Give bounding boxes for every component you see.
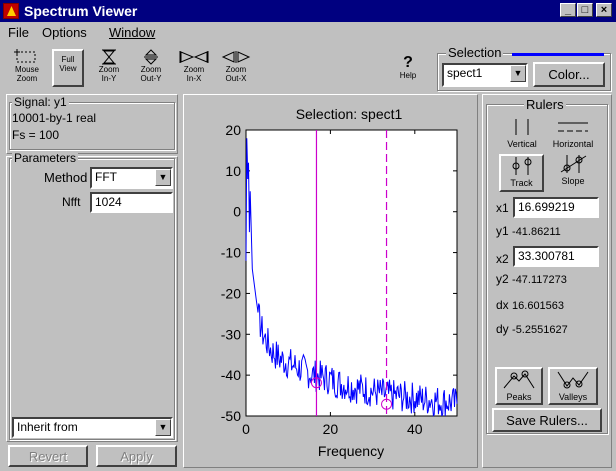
y-tick-label: 10 (225, 163, 241, 179)
x-axis: 0 20 40 (242, 130, 423, 437)
selection-dropdown[interactable]: spect1 ▼ (442, 63, 528, 87)
dy-value: -5.2551627 (512, 324, 568, 336)
chevron-down-icon[interactable]: ▼ (155, 169, 171, 186)
y-tick-label: -50 (221, 408, 241, 424)
zoom-in-x-button[interactable]: Zoom In-X (176, 47, 212, 89)
y1-label: y1 -41.86211 (496, 224, 561, 238)
vertical-rulers-icon (515, 119, 529, 135)
signal-group (9, 102, 175, 150)
method-label: Method (44, 170, 88, 185)
signal-sample-rate: Fs = 100 (12, 128, 60, 142)
zoom-in-x-icon (176, 49, 212, 65)
method-dropdown[interactable]: FFT ▼ (90, 167, 173, 189)
y-tick-label: 0 (233, 204, 241, 220)
mouse-zoom-icon (8, 49, 46, 65)
chevron-down-icon[interactable]: ▼ (510, 65, 526, 82)
ruler-lines (310, 130, 393, 416)
menu-file[interactable]: File (8, 25, 29, 40)
y-tick-label: -40 (221, 367, 241, 383)
zoom-in-y-icon (92, 49, 126, 65)
nfft-input[interactable]: 1024 (90, 192, 173, 213)
dx-label: dx 16.601563 (496, 298, 565, 312)
minimize-button[interactable]: _ (560, 3, 576, 17)
peaks-icon (503, 370, 535, 389)
title-bar: Spectrum Viewer _ □ × (0, 0, 616, 22)
selection-group-label: Selection (446, 45, 504, 60)
help-icon: ? (403, 54, 413, 71)
x-axis-label: Frequency (318, 443, 384, 459)
dx-value: 16.601563 (512, 300, 565, 312)
menu-window[interactable]: Window (109, 25, 156, 40)
parameters-group (9, 158, 175, 440)
zoom-out-y-icon (133, 49, 169, 65)
x-tick-label: 40 (407, 421, 423, 437)
mouse-zoom-button[interactable]: Mouse Zoom (8, 47, 46, 89)
rulers-group-label: Rulers (524, 97, 566, 112)
app-icon (3, 3, 19, 19)
help-button[interactable]: ? Help (393, 47, 423, 89)
horizontal-rulers-icon (558, 122, 588, 132)
inherit-dropdown[interactable]: Inherit from ▼ (12, 417, 173, 438)
close-button[interactable]: × (596, 3, 612, 17)
signal-group-label: Signal: y1 (12, 95, 69, 109)
vertical-rulers-button[interactable]: Vertical (500, 117, 544, 153)
zoom-out-x-icon (218, 49, 254, 65)
zoom-out-y-button[interactable]: Zoom Out-Y (133, 47, 169, 89)
y1-value: -41.86211 (512, 226, 561, 238)
selection-color-line (512, 53, 604, 56)
y-tick-label: -20 (221, 285, 241, 301)
x2-label: x2 (496, 252, 509, 266)
color-button[interactable]: Color... (533, 62, 605, 87)
plot-background (245, 129, 458, 417)
x-tick-label: 20 (323, 421, 339, 437)
track-icon (512, 157, 531, 175)
spectrum-series-line (245, 138, 458, 417)
valleys-button[interactable]: Valleys (548, 367, 598, 405)
rulers-panel (482, 94, 612, 468)
plot-panel (183, 94, 478, 468)
valleys-icon (557, 371, 589, 389)
zoom-in-y-button[interactable]: Zoom In-Y (92, 47, 126, 89)
x-tick-label: 0 (242, 421, 250, 437)
slope-rulers-button[interactable]: Slope (549, 154, 597, 192)
ruler-marker-2 (381, 398, 393, 410)
horizontal-rulers-button[interactable]: Horizontal (549, 117, 597, 153)
y2-value: -47.117273 (512, 274, 567, 286)
parameters-panel (6, 156, 178, 442)
nfft-label: Nfft (62, 195, 81, 209)
chevron-down-icon[interactable]: ▼ (155, 419, 171, 436)
y-tick-label: -10 (221, 245, 241, 261)
revert-button[interactable]: Revert (8, 445, 88, 467)
menu-options[interactable]: Options (42, 25, 87, 40)
peaks-button[interactable]: Peaks (495, 367, 543, 405)
y-tick-label: -30 (221, 326, 241, 342)
signal-dimensions: 10001-by-1 real (12, 111, 97, 125)
x2-input[interactable]: 33.300781 (513, 246, 599, 267)
y2-label: y2 -47.117273 (496, 272, 567, 286)
y-tick-label: 20 (225, 122, 241, 138)
apply-button[interactable]: Apply (96, 445, 177, 467)
track-rulers-button[interactable]: Track (499, 154, 544, 192)
x1-label: x1 (496, 201, 509, 215)
x1-input[interactable]: 16.699219 (513, 197, 599, 218)
zoom-out-x-button[interactable]: Zoom Out-X (218, 47, 254, 89)
spectrum-chart[interactable]: Selection: spect1 20 10 0 -10 -20 -30 -40 -50 0… (184, 95, 477, 467)
maximize-button[interactable]: □ (577, 3, 593, 17)
signal-panel (6, 94, 178, 154)
save-rulers-button[interactable]: Save Rulers... (492, 408, 602, 432)
menu-bar: File Options Window (0, 22, 616, 42)
ruler-marker-1 (310, 377, 322, 389)
dy-label: dy -5.2551627 (496, 322, 568, 336)
full-view-button[interactable]: Full View (52, 49, 84, 87)
slope-icon (560, 155, 587, 173)
window-title: Spectrum Viewer (24, 3, 138, 19)
chart-title: Selection: spect1 (296, 106, 403, 122)
parameters-group-label: Parameters (12, 151, 79, 165)
